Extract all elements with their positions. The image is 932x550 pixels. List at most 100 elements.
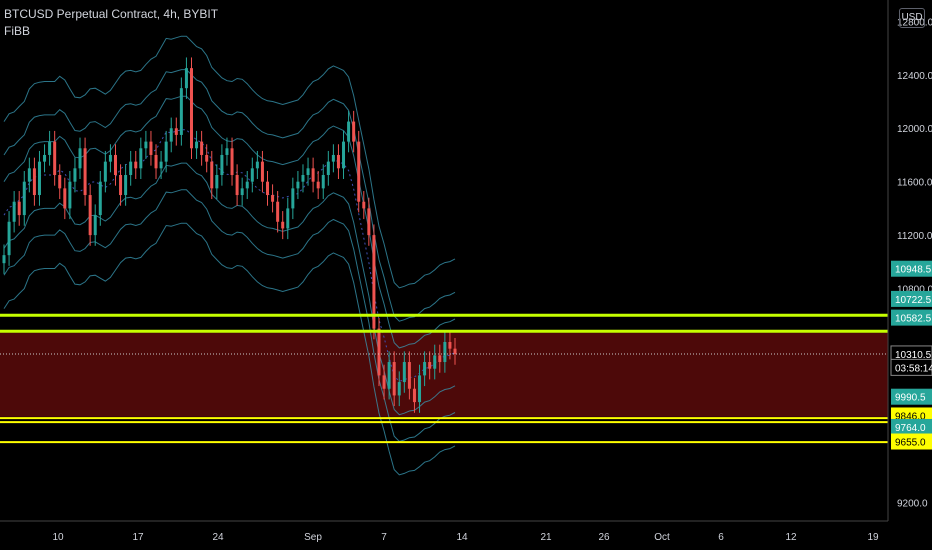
- band-basis: [3, 129, 456, 382]
- candle-body: [418, 375, 422, 403]
- candle-body: [37, 161, 41, 196]
- candle-body: [448, 341, 452, 349]
- candle-body: [266, 181, 270, 196]
- candle-body: [63, 188, 67, 209]
- candle-body: [215, 175, 219, 189]
- candle-body: [306, 168, 310, 176]
- candle-body: [336, 154, 340, 169]
- candle-body: [113, 154, 117, 176]
- price-badge: [891, 388, 932, 405]
- candle-body: [27, 168, 31, 182]
- candle-body: [164, 141, 168, 162]
- candle-body: [73, 168, 77, 182]
- price-badge-label: 10310.5: [895, 350, 932, 361]
- candle-body: [438, 355, 442, 363]
- candle-body: [210, 161, 214, 189]
- candle-body: [245, 181, 249, 189]
- price-badge-label: 9764.0: [895, 423, 926, 434]
- candle-body: [402, 362, 406, 383]
- candle-body: [98, 181, 102, 216]
- candle-body: [296, 181, 300, 189]
- candle-body: [139, 148, 143, 169]
- candle-body: [119, 175, 123, 196]
- x-tick-label: 17: [132, 532, 144, 543]
- candle-body: [291, 188, 295, 209]
- candle-body: [387, 362, 391, 389]
- candle-body: [68, 181, 72, 209]
- candle-body: [32, 168, 36, 196]
- candle-body: [154, 154, 158, 169]
- candle-body: [326, 161, 330, 176]
- candle-body: [124, 175, 128, 196]
- candle-body: [397, 382, 401, 396]
- candle-body: [43, 154, 47, 162]
- candle-body: [428, 362, 432, 369]
- y-tick-label: 11600.0: [897, 178, 932, 189]
- candle-body: [22, 181, 26, 216]
- price-badge: [891, 433, 932, 450]
- price-badge-label: 9846.0: [895, 411, 926, 422]
- candle-body: [48, 141, 52, 155]
- price-badge: [890, 358, 932, 376]
- candle-body: [129, 161, 133, 176]
- candle-body: [311, 168, 315, 182]
- candle-body: [88, 195, 92, 236]
- candle-body: [174, 128, 178, 135]
- candle-body: [347, 121, 351, 142]
- candle-body: [443, 341, 447, 363]
- chart-legend: BTCUSD Perpetual Contract, 4h, BYBIT FiB…: [4, 6, 218, 40]
- candle-body: [362, 201, 366, 209]
- candle-body: [17, 201, 21, 216]
- candle-body: [276, 201, 280, 222]
- candle-body: [286, 208, 290, 229]
- candle-body: [2, 255, 6, 264]
- candle-body: [255, 161, 259, 169]
- x-tick-label: 10: [52, 532, 64, 543]
- price-badge: [891, 290, 932, 307]
- candle-body: [271, 195, 275, 202]
- x-tick-label: Sep: [304, 532, 322, 543]
- price-badge-label: 10582.5: [895, 314, 932, 325]
- candle-body: [12, 201, 16, 222]
- candle-body: [159, 161, 163, 169]
- x-tick-label: 26: [598, 532, 610, 543]
- candle-body: [250, 168, 254, 182]
- x-tick-label: 12: [785, 532, 797, 543]
- price-badge-label: 10722.5: [895, 295, 932, 306]
- currency-button[interactable]: USD: [899, 8, 925, 28]
- candle-body: [352, 121, 356, 142]
- price-badge-label: 9655.0: [895, 438, 926, 449]
- candle-body: [382, 375, 386, 389]
- x-tick-label: 24: [212, 532, 224, 543]
- indicator-name: FiBB: [4, 24, 31, 38]
- candle-body: [235, 175, 239, 196]
- candle-body: [83, 148, 87, 196]
- candle-body: [184, 68, 188, 89]
- band-line-5: [3, 35, 456, 289]
- candle-body: [144, 141, 148, 149]
- candle-body: [103, 161, 107, 182]
- candle-body: [433, 355, 437, 369]
- y-tick-label: 9200.0: [897, 498, 928, 509]
- y-tick-label: 12800.0: [897, 17, 932, 28]
- price-badge: [891, 260, 932, 277]
- price-badge-label: 03:58:14: [895, 363, 932, 374]
- x-tick-label: 14: [456, 532, 468, 543]
- candle-body: [169, 128, 173, 142]
- x-tick-label: 19: [867, 532, 879, 543]
- candle-body: [179, 88, 183, 135]
- candle-body: [301, 175, 305, 182]
- candle-body: [108, 154, 112, 162]
- candle-body: [331, 154, 335, 162]
- candle-body: [412, 388, 416, 403]
- candle-body: [453, 348, 457, 355]
- candle-body: [58, 175, 62, 189]
- symbol-title: BTCUSD Perpetual Contract, 4h, BYBIT: [4, 7, 219, 21]
- band-line-4: [3, 69, 456, 322]
- candle-body: [205, 154, 209, 162]
- candle-body: [53, 141, 57, 176]
- candle-body: [78, 148, 82, 169]
- x-tick-label: Oct: [654, 532, 670, 543]
